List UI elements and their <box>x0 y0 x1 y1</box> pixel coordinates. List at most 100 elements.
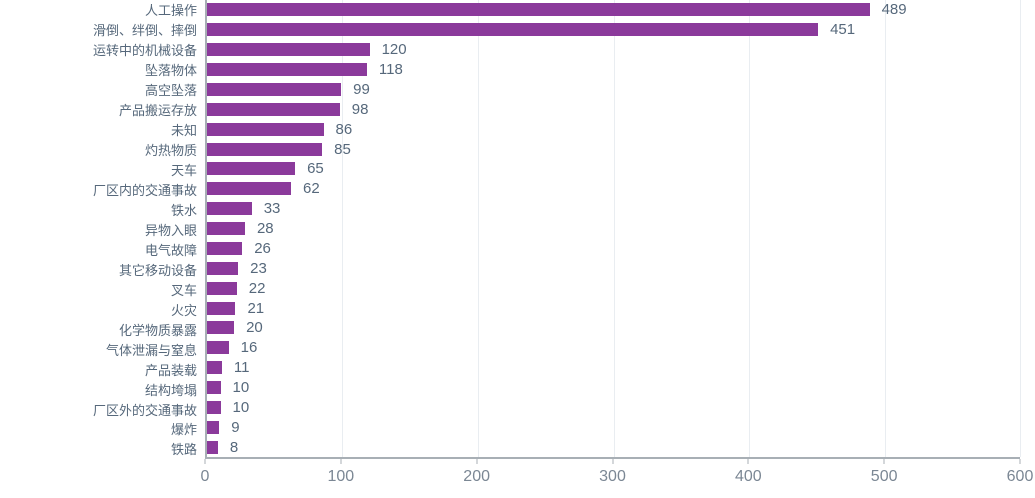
value-label: 33 <box>263 200 281 218</box>
bar <box>207 241 243 255</box>
x-axis: 0 100 200 300 400 500 600 <box>201 459 1033 498</box>
category-label: 化学物质暴露 <box>118 322 197 338</box>
value-label: 99 <box>353 80 370 98</box>
bar <box>207 43 370 57</box>
bar-row: 99 <box>207 80 1020 100</box>
bar-row: 9 <box>207 417 1020 437</box>
x-tick-mark <box>204 459 206 464</box>
value-label: 451 <box>830 21 856 39</box>
bar-row: 120 <box>207 40 1020 60</box>
plot-area: 489 451 120 118 99 98 86 85 65 62 33 28 26 23 22 21 20 16… <box>205 0 1021 459</box>
value-label: 118 <box>378 61 403 79</box>
value-label: 489 <box>881 1 907 19</box>
bar <box>207 202 252 216</box>
gridline <box>477 0 479 457</box>
value-label: 85 <box>334 140 351 158</box>
value-label: 65 <box>307 160 324 178</box>
bar <box>207 82 342 96</box>
category-label: 火灾 <box>170 302 197 318</box>
category-label: 人工操作 <box>144 3 197 19</box>
bar-row: 33 <box>207 199 1020 219</box>
bar <box>207 23 819 37</box>
bar-row: 8 <box>207 437 1020 457</box>
bar-row: 20 <box>207 318 1020 338</box>
gridline <box>342 0 344 457</box>
category-label: 叉车 <box>170 282 197 298</box>
value-label: 9 <box>231 418 240 436</box>
gridline <box>1020 0 1021 457</box>
bar-row: 10 <box>207 378 1020 398</box>
bar-row: 85 <box>207 139 1020 159</box>
category-label: 灼热物质 <box>144 143 197 159</box>
bar <box>207 102 340 116</box>
x-tick-label: 300 <box>599 468 626 485</box>
value-label: 62 <box>303 180 320 198</box>
category-label: 结构垮塌 <box>144 382 197 398</box>
category-label: 电气故障 <box>144 242 197 258</box>
bar-rows: 489 451 120 118 99 98 86 85 65 62 33 28 26 23 22 21 20 16… <box>207 0 1020 457</box>
value-label: 10 <box>232 379 250 397</box>
category-label: 铁路 <box>170 442 197 458</box>
bar-row: 22 <box>207 278 1020 298</box>
bar-row: 62 <box>207 179 1020 199</box>
category-label: 运转中的机械设备 <box>92 43 197 59</box>
x-tick-mark <box>340 459 342 464</box>
value-label: 23 <box>250 259 267 277</box>
category-axis-labels: 人工操作 滑倒、绊倒、摔倒 运转中的机械设备 坠落物体 高空坠落 产品搬运存放 未知 灼热物质… <box>0 0 197 459</box>
category-label: 厂区外的交通事故 <box>92 402 197 418</box>
bar-row: 26 <box>207 239 1020 259</box>
x-tick-mark <box>476 459 478 464</box>
x-tick-label: 500 <box>870 468 898 485</box>
bar <box>207 182 291 196</box>
bar <box>207 400 221 414</box>
bar-row: 118 <box>207 60 1020 80</box>
category-label: 产品装载 <box>144 362 197 378</box>
x-tick-label: 100 <box>327 468 355 485</box>
gridline <box>613 0 615 457</box>
bar-row: 86 <box>207 119 1020 139</box>
category-label: 铁水 <box>170 203 197 218</box>
bar <box>207 162 296 176</box>
value-label: 26 <box>254 239 271 257</box>
bar <box>207 321 235 335</box>
bar-row: 65 <box>207 159 1020 179</box>
bar-row: 28 <box>207 219 1020 239</box>
category-label: 滑倒、绊倒、摔倒 <box>92 23 197 39</box>
value-label: 28 <box>256 220 274 238</box>
value-label: 86 <box>335 120 353 138</box>
bar <box>207 63 367 77</box>
bar <box>207 142 323 156</box>
bar <box>207 341 229 355</box>
category-label: 产品搬运存放 <box>118 103 197 119</box>
bar-row: 489 <box>207 0 1020 20</box>
bar-row: 98 <box>207 99 1020 119</box>
category-label: 气体泄漏与窒息 <box>105 342 197 358</box>
value-label: 120 <box>381 41 407 59</box>
bar <box>207 361 222 375</box>
bar <box>207 381 221 395</box>
bar-row: 21 <box>207 298 1020 318</box>
category-label: 厂区内的交通事故 <box>92 183 197 199</box>
bar <box>207 281 237 295</box>
category-label: 未知 <box>170 123 197 139</box>
x-tick-mark <box>747 459 749 464</box>
bar-row: 16 <box>207 338 1020 358</box>
bar <box>207 122 324 136</box>
category-label: 天车 <box>170 163 197 179</box>
bar <box>207 420 220 434</box>
gridline <box>748 0 750 457</box>
category-label: 其它移动设备 <box>118 262 197 278</box>
x-tick-label: 600 <box>1006 468 1034 485</box>
bar-row: 10 <box>207 398 1020 418</box>
value-label: 16 <box>240 339 258 357</box>
category-label: 高空坠落 <box>144 83 197 99</box>
x-tick-mark <box>883 459 885 464</box>
bar <box>207 301 236 315</box>
category-label: 异物入眼 <box>144 222 197 238</box>
x-tick-mark <box>1019 459 1021 464</box>
x-tick-label: 200 <box>463 468 491 485</box>
x-tick-label: 0 <box>200 468 210 485</box>
bar <box>207 261 239 275</box>
bar <box>207 440 218 454</box>
